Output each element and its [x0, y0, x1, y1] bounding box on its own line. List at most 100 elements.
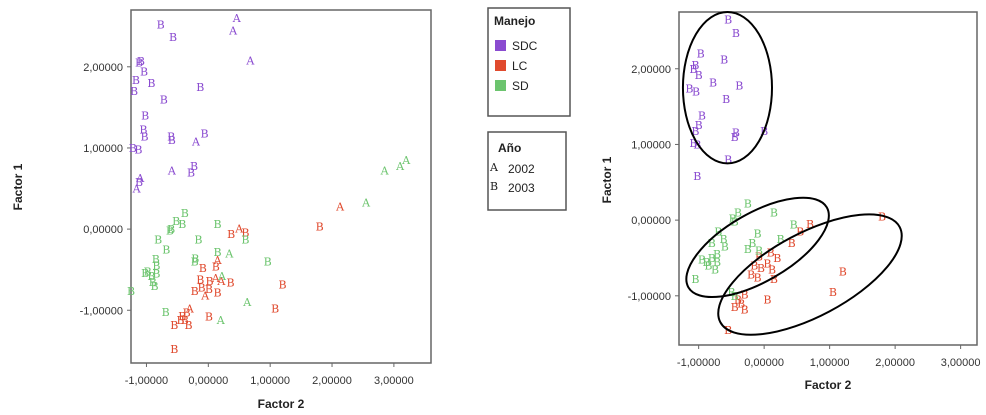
data-point-sdc: B	[724, 154, 732, 167]
data-point-sdc: B	[732, 27, 740, 40]
data-point-sd: B	[734, 207, 742, 220]
legend-frame	[487, 7, 571, 117]
data-point-sdc: A	[167, 165, 177, 178]
x-tick-label: 0,00000	[188, 375, 228, 387]
data-point-sd: B	[152, 253, 160, 266]
data-point-sdc: B	[731, 131, 739, 144]
data-point-sd: B	[708, 237, 716, 250]
data-point-sdc: B	[201, 127, 209, 140]
x-tick-label: 1,00000	[810, 357, 850, 369]
data-point-lc: B	[205, 283, 213, 296]
y-tick-label: -1,00000	[80, 305, 123, 317]
data-point-lc: B	[214, 286, 222, 299]
y-tick-label: 1,00000	[631, 139, 671, 151]
data-point-sd: B	[776, 233, 784, 246]
data-point-sd: B	[744, 197, 752, 210]
data-point-sd: B	[147, 270, 155, 283]
data-point-sdc: B	[168, 134, 176, 147]
data-point-sd: B	[144, 265, 152, 278]
data-point-sd: B	[154, 234, 162, 247]
plot-frame	[130, 9, 432, 364]
data-point-lc: A	[234, 222, 244, 235]
legend-label: 2002	[508, 162, 535, 176]
legend-swatch	[495, 60, 506, 71]
data-point-sdc: B	[137, 55, 145, 68]
chart-left: -1,00000 0,00000 1,00000 2,00000 3,00000 -1,0…	[11, 9, 432, 411]
data-point-sd: A	[242, 296, 252, 309]
data-point-sdc: B	[160, 93, 168, 106]
legend-marker: B	[490, 180, 498, 193]
data-point-sd: B	[191, 256, 199, 269]
y-tick-label: 2,00000	[83, 62, 123, 74]
data-point-lc: B	[754, 272, 762, 285]
data-point-sdc: B	[722, 93, 730, 106]
data-point-sd: B	[264, 256, 272, 269]
data-point-sdc: B	[697, 48, 705, 61]
data-point-lc: A	[213, 254, 223, 267]
data-point-sd: B	[178, 218, 186, 231]
data-point-lc: B	[199, 262, 207, 275]
data-point-sdc: A	[135, 172, 145, 185]
data-point-sd: B	[162, 243, 170, 256]
data-point-lc: B	[763, 257, 771, 270]
data-point-sd: B	[150, 280, 158, 293]
legend-title: Manejo	[494, 14, 535, 28]
legend-marker: A	[489, 161, 499, 174]
data-point-lc: B	[181, 314, 189, 327]
legend-swatch	[495, 40, 506, 51]
data-point-sdc: A	[232, 12, 242, 25]
data-point-lc: B	[740, 288, 748, 301]
data-point-sdc: B	[692, 85, 700, 98]
x-axis-label: Factor 2	[805, 378, 852, 392]
x-tick-label: 2,00000	[875, 357, 915, 369]
data-point-sd: B	[241, 234, 249, 247]
y-tick-label: 2,00000	[631, 64, 671, 76]
data-point-lc: B	[747, 269, 755, 282]
data-point-lc: B	[737, 297, 745, 310]
data-point-sdc: B	[720, 54, 728, 67]
data-point-sd: B	[727, 286, 735, 299]
data-point-lc: B	[227, 277, 235, 290]
legend-title: Año	[498, 141, 521, 155]
data-point-sdc: A	[191, 135, 201, 148]
data-point-lc: A	[335, 200, 345, 213]
data-point-sd: B	[152, 260, 160, 273]
legend-label: SD	[512, 79, 529, 93]
data-point-sdc: B	[735, 79, 743, 92]
data-point-lc: B	[196, 273, 204, 286]
data-point-lc: B	[176, 314, 184, 327]
data-point-sd: B	[167, 223, 175, 236]
data-point-sd: A	[224, 247, 234, 260]
data-point-sd: B	[731, 290, 739, 303]
data-point-sdc: B	[724, 14, 732, 27]
data-point-lc: B	[197, 282, 205, 295]
data-point-sd: B	[744, 243, 752, 256]
legend-anio: Año A 2002 B 2003	[487, 131, 567, 211]
data-point-sdc: B	[691, 125, 699, 138]
data-point-lc: B	[878, 210, 886, 223]
data-point-lc: B	[770, 273, 778, 286]
data-point-sdc: B	[129, 142, 137, 155]
data-point-lc: A	[216, 275, 226, 288]
data-point-sdc: B	[732, 126, 740, 139]
data-point-sd: A	[217, 270, 227, 283]
y-tick-label: 1,00000	[83, 143, 123, 155]
data-point-sd: B	[770, 207, 778, 220]
data-point-sdc: B	[698, 110, 706, 123]
data-point-lc: B	[206, 275, 214, 288]
legend-label: SDC	[512, 39, 538, 53]
x-tick-label: 2,00000	[312, 375, 352, 387]
data-point-sdc: B	[709, 76, 717, 89]
data-point-sd: A	[361, 196, 371, 209]
data-point-sd: B	[790, 219, 798, 232]
data-point-sd: B	[162, 306, 170, 319]
data-point-sdc: A	[132, 183, 142, 196]
y-axis-label: Factor 1	[11, 163, 25, 210]
cluster-ellipse	[685, 196, 830, 299]
data-point-lc: B	[734, 294, 742, 307]
data-point-sd: B	[172, 215, 180, 228]
data-point-sdc: B	[695, 69, 703, 82]
cluster-ellipse	[717, 213, 903, 336]
data-point-lc: B	[227, 228, 235, 241]
legend-manejo: Manejo SDC LC SD	[487, 7, 571, 117]
